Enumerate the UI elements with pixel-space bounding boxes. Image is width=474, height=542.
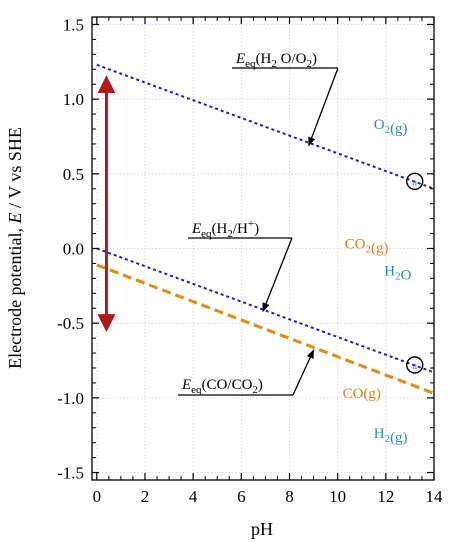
marker-layer: aa: [406, 172, 424, 374]
callout-layer: Eeq(H2 O/O2) Eeq(H2/H+) Eeq(CO/CO2): [178, 51, 339, 396]
region-label-1: CO2(g): [345, 237, 389, 257]
y-tick-label: 1.5: [63, 15, 84, 34]
x-tick-label: 10: [329, 487, 346, 506]
x-tick-label: 6: [237, 487, 246, 506]
marker-circle-1: [406, 356, 424, 374]
y-tick-label: -1.5: [57, 464, 84, 483]
callout-label-h2-h: Eeq(H2/H+): [191, 218, 259, 240]
callout-h2-h: Eeq(H2/H+): [188, 218, 293, 313]
x-tick-label: 2: [141, 487, 150, 506]
marker-label-1: a: [412, 360, 417, 372]
x-tick-label: 0: [93, 487, 102, 506]
series-layer: [96, 63, 435, 395]
y-tick-label: -0.5: [57, 314, 84, 333]
x-tick-label: 12: [377, 487, 394, 506]
x-tick-label: 4: [189, 487, 198, 506]
region-labels: O2(g) CO2(g) H2O CO(g) H2(g): [343, 117, 412, 446]
x-axis-title: pH: [251, 519, 273, 539]
y-tick-label: -1.0: [57, 389, 84, 408]
region-label-3: CO(g): [343, 386, 381, 402]
callout-co-co2: Eeq(CO/CO2): [178, 349, 315, 396]
region-label-2: H2O: [384, 263, 411, 283]
x-tick-label: 8: [285, 487, 294, 506]
axis-ticks: 0 2 4 6 8 10 12 14 -1.5 -1.0 -0.5 0.0 0.5 1.0 1.5: [57, 15, 443, 506]
y-axis-title: Electrode potential, E / V vs SHE: [5, 127, 25, 369]
grid: [92, 17, 435, 480]
callout-label-h2o-o2: Eeq(H2 O/O2): [235, 51, 317, 70]
series-line-2: [96, 263, 435, 395]
marker-circle-0: [406, 172, 424, 190]
region-label-0: O2(g): [374, 117, 408, 137]
callout-label-co-co2: Eeq(CO/CO2): [181, 377, 263, 396]
region-label-4: H2(g): [374, 426, 408, 446]
marker-label-0: a: [412, 176, 417, 188]
y-tick-label: 0.5: [63, 165, 84, 184]
callout-h2o-o2: Eeq(H2 O/O2): [232, 51, 339, 147]
y-tick-label: 1.0: [63, 90, 84, 109]
y-tick-label: 0.0: [63, 240, 84, 259]
x-tick-label: 14: [426, 487, 444, 506]
